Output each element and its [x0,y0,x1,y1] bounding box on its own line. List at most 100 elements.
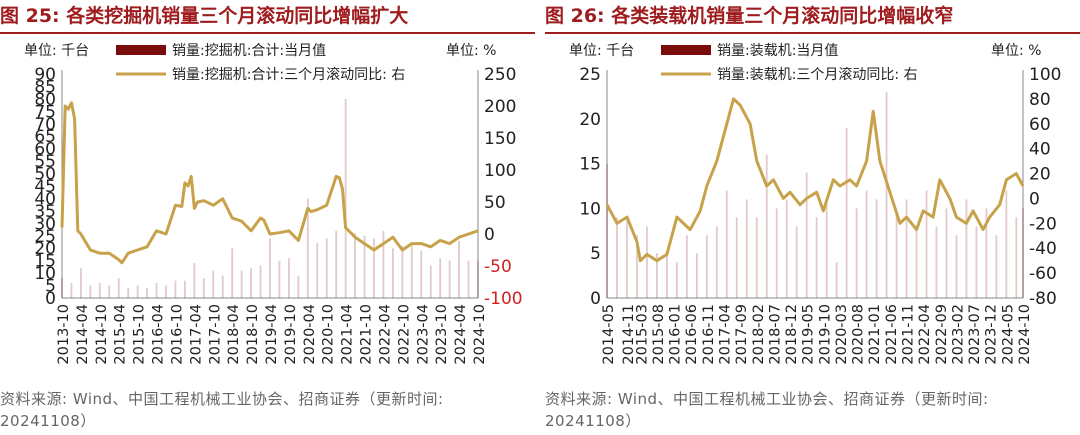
bar [985,208,988,298]
bar [269,238,271,298]
y-left-tick-label: 30 [34,214,56,234]
x-tick-label: 2022-04 [377,304,393,365]
x-tick-label: 2023-07 [967,304,983,365]
bar [755,217,758,298]
bar [925,190,928,298]
y-right-tick-label: 100 [1029,65,1061,85]
left-axis-unit: 单位: 千台 [569,43,634,59]
bar [695,253,698,298]
y-left-tick-label: 75 [34,102,56,122]
bar [117,278,120,298]
x-tick-label: 2024-04 [453,304,469,365]
bar [825,199,828,298]
y-left-tick-label: 5 [590,244,601,264]
legend-swatch-bars [116,45,166,55]
bar [146,288,148,298]
y-right-tick-label: -40 [1029,239,1057,259]
bar [136,285,139,298]
y-right-tick-label: -50 [484,257,512,277]
x-tick-label: 2020-10 [321,304,337,365]
bar [656,253,658,298]
bar [155,283,158,298]
bar [306,198,309,298]
bar [231,248,234,298]
bar [80,268,82,298]
bar [785,199,788,298]
bar [335,230,338,298]
bar [259,265,262,298]
x-tick-label: 2024-05 [1000,304,1016,365]
x-tick-label: 2020-08 [851,304,867,365]
y-right-tick-label: 80 [1029,90,1051,110]
y-right-tick-label: -100 [484,289,523,309]
bar [212,270,215,298]
right-axis-unit: 单位: % [446,43,496,59]
x-tick-label: 2015-03 [634,304,650,365]
bar [316,243,319,298]
bar [193,263,196,298]
bar [108,285,111,298]
x-tick-label: 2014-11 [621,304,637,365]
bar [855,208,858,298]
x-tick-label: 2016-11 [701,304,717,365]
bar [845,127,848,298]
bar [955,235,958,298]
bar [626,217,628,298]
x-tick-label: 2022-10 [396,304,412,365]
bar [70,283,73,298]
x-tick-label: 2014-04 [75,304,91,365]
bar [775,208,778,298]
bar [1005,190,1008,298]
x-tick-label: 2015-10 [132,304,148,365]
x-tick-label: 2021-06 [884,304,900,365]
source-note: 资料来源: Wind、中国工程机械工业协会、招商证券（更新时间: 2024110… [545,390,989,430]
x-tick-label: 2015-08 [651,304,667,365]
bar [675,262,678,298]
bar [202,278,205,298]
bar [439,258,442,298]
legend-label: 销量:挖掘机:合计:当月值 [172,43,326,59]
bar [467,260,470,298]
y-right-tick-label: 200 [484,97,516,117]
bar [373,238,375,298]
y-left-tick-label: 10 [579,199,601,219]
x-tick-label: 2024-10 [472,304,488,365]
bar [935,226,938,298]
bar [61,278,63,298]
x-tick-label: 2023-10 [434,304,450,365]
bar [815,217,818,298]
y-left-tick-label: 65 [34,127,56,147]
x-tick-label: 2016-10 [169,304,185,365]
x-tick-label: 2022-04 [917,304,933,365]
y-right-tick-label: 150 [484,129,516,149]
x-tick-label: 2022-09 [934,304,950,365]
bar [429,265,432,298]
y-left-tick-label: 25 [34,227,56,247]
x-tick-label: 2013-10 [56,304,72,365]
y-left-tick-label: 70 [34,115,56,135]
bar [975,226,978,298]
bar [835,262,838,298]
bar [458,240,460,298]
source-note: 资料来源: Wind、中国工程机械工业协会、招商证券（更新时间: 2024110… [0,390,444,430]
title-rule [0,32,535,34]
x-tick-label: 2023-04 [415,304,431,365]
bar [805,172,808,298]
chart-excavator: 销量:挖掘机:合计:当月值 销量:挖掘机:合计:三个月滚动同比: 右 单位: 千台 单… [0,36,535,386]
bar [250,268,252,298]
bar [895,208,898,298]
bar [666,253,668,298]
bar [344,98,347,298]
y-left-tick-label: 20 [34,239,56,259]
bar [765,154,768,298]
figure-title: 图 25: 各类挖掘机销量三个月滚动同比增幅扩大 [0,5,409,27]
x-tick-label: 2023-02 [950,304,966,365]
x-tick-label: 2016-06 [684,304,700,365]
y-right-tick-label: -60 [1029,264,1057,284]
x-tick-label: 2020-03 [834,304,850,365]
bar [875,199,878,298]
x-tick-label: 2018-04 [226,304,242,365]
bar [646,226,648,298]
y-left-tick-label: 0 [590,289,601,309]
